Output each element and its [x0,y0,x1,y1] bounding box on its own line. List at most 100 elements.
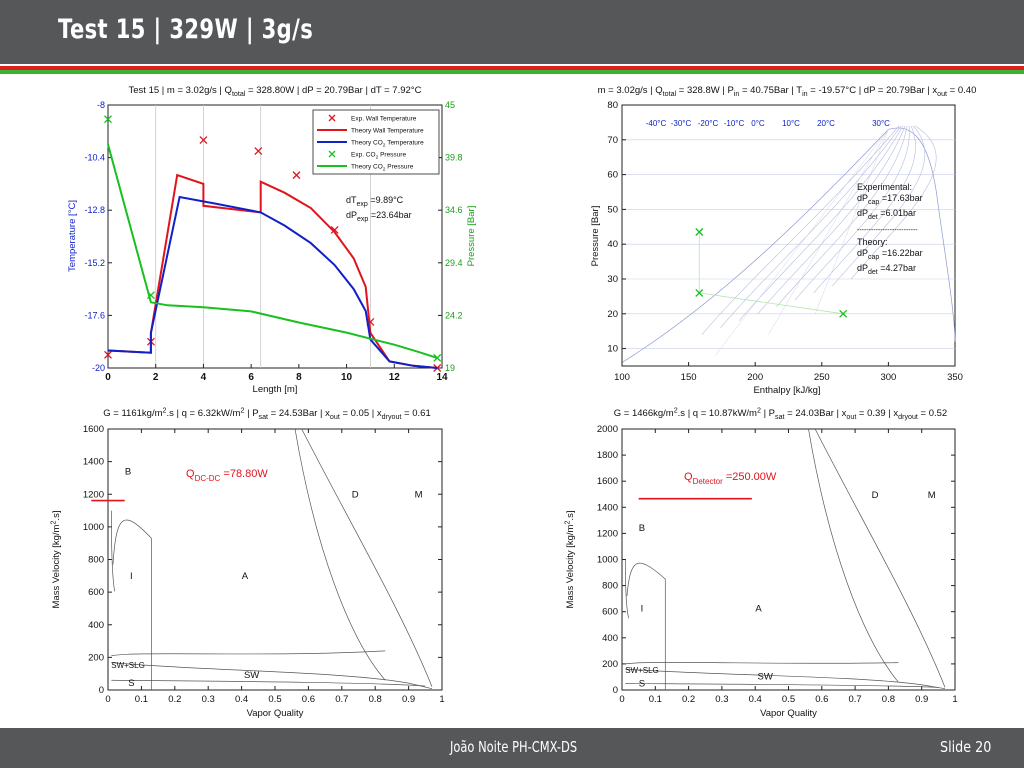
y-axis-label: Pressure [Bar] [590,206,601,267]
y-tick-label: 200 [602,659,618,670]
y-tick-label: 1400 [83,457,104,468]
y2-tick-label: 39.8 [445,153,463,163]
power-label: QDetector =250.00W [684,471,777,486]
x-tick-label: 0.9 [915,694,928,705]
x-axis-label: Enthalpy [kJ/kg] [753,385,820,396]
isotherm-label: 30°C [872,119,890,128]
y-tick-label: 600 [88,587,104,598]
isotherm-curve [794,125,910,301]
x-tick-label: 100 [614,372,630,383]
y-axis-label: Mass Velocity [kg/m2​.s] [564,511,576,609]
x-tick-label: 0.1 [649,694,662,705]
stratified-wavy-upper-boundary [111,650,386,657]
y-tick-label: 60 [607,170,618,181]
y-tick-label: 1800 [597,450,618,461]
x-axis-label: Length [m] [253,384,298,395]
y-tick-label: 800 [88,555,104,566]
region-label: SW+SLG [111,661,145,670]
header-stripe-red [0,66,1024,70]
x-tick-label: 0.5 [268,694,281,705]
intermittent-upper-boundary [626,562,666,596]
saturation-dome [621,127,956,363]
isotherm-curve [850,125,937,280]
annular-dryout-boundary [294,428,386,681]
y-tick-label: 20 [607,309,618,320]
series-point-0 [254,147,263,155]
slide-footer: João Noite PH-CMX-DS Slide 20 [0,728,1024,768]
y-tick-label: 80 [607,100,618,111]
x-tick-label: 0.2 [168,694,181,705]
bubble-boundary [110,510,116,592]
y-tick-label: 1000 [597,555,618,566]
y2-tick-label: 24.2 [445,310,463,320]
annotation-separator: -------------------------- [857,227,918,234]
power-label: QDC-DC =78.80W [186,468,268,483]
x-tick-label: 150 [681,372,697,383]
x-tick-label: 200 [747,372,763,383]
isotherm-curve [832,125,926,287]
isotherm-curve [701,125,900,335]
x-tick-label: 0.7 [335,694,348,705]
isotherm-label: -20°C [698,119,719,128]
x-tick-label: 0.4 [235,694,248,705]
y2-axis-label: Pressure [Bar] [466,206,477,267]
region-label: SW+SLG [625,666,659,675]
dp-exp-annotation: dPexp =23.64bar [346,210,412,223]
bubble-boundary [624,559,629,619]
x-tick-label: 10 [341,372,353,383]
isotherm-label: 10°C [782,119,800,128]
chart-title: Test 15 | m = 3.02g/s | Qtotal​ = 328.80… [129,85,422,98]
region-label: M [928,490,936,501]
y2-tick-label: 29.4 [445,258,463,268]
series-line-1 [107,173,438,369]
y-tick-label: -17.6 [84,310,105,320]
x-tick-label: 0.3 [715,694,728,705]
legend-entry: Theory Wall Temperature [351,128,424,135]
plot-area [107,428,443,691]
dryout-mist-boundary [814,428,946,688]
y-tick-label: -12.8 [84,205,105,215]
x-tick-label: 0.1 [135,694,148,705]
slide-title: Test 15 | 329W | 3g/s [58,14,314,45]
experimental-point [695,288,704,297]
legend-entry: Exp. Wall Temperature [351,116,417,123]
region-label: M [415,490,423,501]
legend-marker [328,114,336,122]
plot-area [621,104,956,367]
y-tick-label: 40 [607,239,618,250]
isotherm-curve [813,125,916,294]
legend-entry: Exp. CO2​ Pressure [351,152,406,161]
region-label: I [130,571,133,582]
stratified-wavy-upper-boundary [625,662,899,665]
isotherm-label: -30°C [671,119,692,128]
region-label: A [755,604,762,615]
chart-title: G = 1161kg/m2​.s | q = 6.32kW/m2​ | Psat… [103,407,430,421]
isotherm-curve [776,125,908,308]
x-tick-label: 0.5 [782,694,795,705]
annotation-th-dpdet: dPdet =4.27bar [857,263,916,276]
region-label: D [872,490,879,501]
x-tick-label: 0.8 [882,694,895,705]
quality-line [715,129,889,356]
x-tick-label: 350 [947,372,963,383]
x-tick-label: 0 [105,372,111,383]
y-tick-label: 1400 [597,502,618,513]
x-tick-label: 0.3 [202,694,215,705]
series-point-0 [104,350,112,359]
isotherm-label: 0°C [751,119,765,128]
y-tick-label: 1000 [83,522,104,533]
annotation-exp-dpdet: dPdet =6.01bar [857,208,916,221]
slug-transition-boundary [111,662,433,690]
x-axis-label: Vapor Quality [760,708,817,719]
x-tick-label: 0.7 [848,694,861,705]
y-tick-label: 400 [88,620,104,631]
footer-slide-number: Slide 20 [940,738,992,756]
y-tick-label: 70 [607,135,618,146]
x-tick-label: 0 [105,694,110,705]
annotation-th-dpcap: dPcap =16.22bar [857,248,923,261]
legend-entry: Theory CO2​ Pressure [351,164,414,173]
pressure-enthalpy-chart: m = 3.02g/s | Qtotal​ = 328.8W | Pin​ = … [590,85,976,396]
legend-entry: Theory CO2​ Temperature [351,140,424,149]
x-tick-label: 0.6 [815,694,828,705]
annotation-theory: Theory: [857,237,888,247]
